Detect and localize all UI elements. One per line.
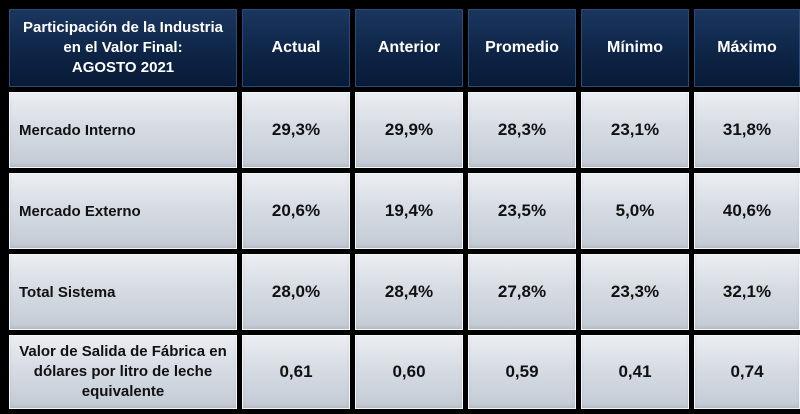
col-header-promedio: Promedio — [468, 9, 576, 87]
col-header-minimo: Mínimo — [581, 9, 689, 87]
cell-value: 40,6% — [694, 173, 800, 249]
cell-value: 28,4% — [355, 254, 463, 330]
table-row: Mercado Interno 29,3% 29,9% 28,3% 23,1% … — [9, 92, 800, 168]
col-header-anterior: Anterior — [355, 9, 463, 87]
cell-value: 0,41 — [581, 335, 689, 409]
cell-value: 5,0% — [581, 173, 689, 249]
title-line-3: AGOSTO 2021 — [71, 59, 175, 76]
industry-share-table: Participación de la Industria en el Valo… — [4, 4, 800, 414]
table-row: Valor de Salida de Fábrica en dólares po… — [9, 335, 800, 409]
cell-value: 0,74 — [694, 335, 800, 409]
table-row: Total Sistema 28,0% 28,4% 27,8% 23,3% 32… — [9, 254, 800, 330]
row-label-line-1: Valor de Salida de Fábrica en — [19, 343, 227, 360]
row-label-line-3: equivalente — [81, 383, 165, 400]
title-line-1: Participación de la Industria — [22, 19, 224, 36]
row-label-line-2: dólares por litro de leche — [33, 363, 213, 380]
cell-value: 31,8% — [694, 92, 800, 168]
row-label-mercado-interno: Mercado Interno — [9, 92, 237, 168]
cell-value: 23,1% — [581, 92, 689, 168]
cell-value: 32,1% — [694, 254, 800, 330]
cell-value: 27,8% — [468, 254, 576, 330]
cell-value: 0,61 — [242, 335, 350, 409]
cell-value: 19,4% — [355, 173, 463, 249]
cell-value: 28,3% — [468, 92, 576, 168]
col-header-actual: Actual — [242, 9, 350, 87]
cell-value: 29,9% — [355, 92, 463, 168]
cell-value: 0,59 — [468, 335, 576, 409]
table-row: Mercado Externo 20,6% 19,4% 23,5% 5,0% 4… — [9, 173, 800, 249]
title-line-2: en el Valor Final: — [63, 39, 183, 56]
table-title: Participación de la Industria en el Valo… — [9, 9, 237, 87]
row-label-valor-salida-fabrica: Valor de Salida de Fábrica en dólares po… — [9, 335, 237, 409]
row-label-total-sistema: Total Sistema — [9, 254, 237, 330]
col-header-maximo: Máximo — [694, 9, 800, 87]
cell-value: 0,60 — [355, 335, 463, 409]
cell-value: 23,5% — [468, 173, 576, 249]
cell-value: 28,0% — [242, 254, 350, 330]
cell-value: 29,3% — [242, 92, 350, 168]
cell-value: 20,6% — [242, 173, 350, 249]
row-label-mercado-externo: Mercado Externo — [9, 173, 237, 249]
header-row: Participación de la Industria en el Valo… — [9, 9, 800, 87]
cell-value: 23,3% — [581, 254, 689, 330]
